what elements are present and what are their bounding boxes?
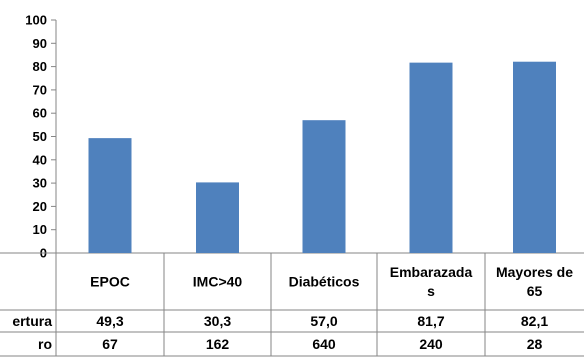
y-tick-label: 30	[33, 176, 47, 191]
y-tick-label: 60	[33, 106, 47, 121]
table-cell: 49,3	[96, 313, 123, 329]
bar	[302, 120, 346, 253]
table-cell: 162	[206, 336, 230, 352]
bar	[513, 61, 556, 253]
category-label: Diabéticos	[289, 274, 360, 290]
category-label: s	[427, 283, 435, 299]
bar	[196, 182, 239, 253]
y-tick-label: 10	[33, 222, 47, 237]
table-cell: 67	[102, 336, 118, 352]
y-tick-label: 80	[33, 59, 47, 74]
table-cell: 240	[419, 336, 443, 352]
data-table: ertura 49,3 30,3 57,0 81,7 82,1 ro 67 162 640 240 2…	[12, 313, 548, 352]
y-tick-label: 40	[33, 152, 47, 167]
table-cell: 30,3	[204, 313, 231, 329]
category-label: 65	[527, 283, 543, 299]
y-tick-label: 100	[25, 13, 47, 28]
table-cell: 82,1	[521, 313, 548, 329]
y-tick-label: 50	[33, 129, 47, 144]
bar-series	[88, 61, 556, 253]
table-cell: 28	[527, 336, 543, 352]
category-label: Mayores de	[496, 264, 573, 280]
y-tick-label: 90	[33, 36, 47, 51]
bar	[409, 62, 453, 253]
bar	[88, 138, 132, 253]
table-cell: 57,0	[310, 313, 337, 329]
category-label: IMC>40	[193, 274, 243, 290]
table-cell: 640	[312, 336, 336, 352]
category-label: Embarazada	[390, 264, 473, 280]
y-tick-label: 20	[33, 199, 47, 214]
y-tick-label: 70	[33, 82, 47, 97]
category-labels: EPOC IMC>40 Diabéticos Embarazada s Mayores d…	[90, 264, 573, 299]
table-cell: 81,7	[417, 313, 444, 329]
table-row-label: ertura	[12, 313, 52, 329]
category-label: EPOC	[90, 274, 130, 290]
table-row-label: ro	[38, 336, 52, 352]
